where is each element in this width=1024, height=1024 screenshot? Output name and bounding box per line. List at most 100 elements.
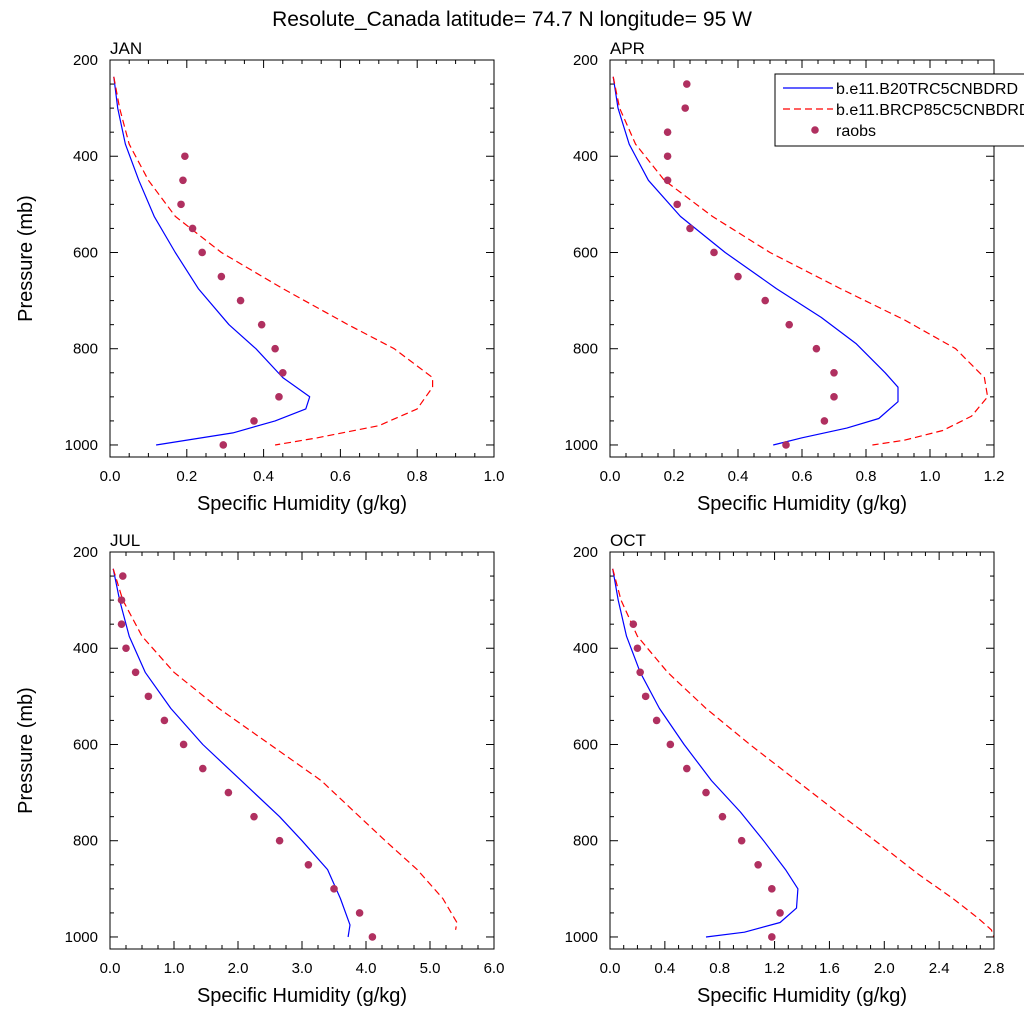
x-tick-label: 1.0 xyxy=(920,468,941,485)
x-tick-label: 0.8 xyxy=(856,468,877,485)
raobs-point xyxy=(768,933,776,941)
legend-label-1: b.e11.BRCP85C5CNBDRD xyxy=(836,102,1024,119)
raobs-point xyxy=(122,644,130,653)
x-tick-label: 1.2 xyxy=(984,468,1005,485)
x-tick-label: 0.0 xyxy=(600,468,621,485)
x-tick-label: 1.0 xyxy=(164,960,185,977)
panel-label-apr: APR xyxy=(610,39,645,58)
y-axis-label: Pressure (mb) xyxy=(15,687,37,814)
raobs-point xyxy=(636,668,644,677)
y-tick-label: 1000 xyxy=(565,437,598,454)
y-tick-label: 600 xyxy=(573,736,598,753)
raobs-point xyxy=(236,296,245,305)
raobs-point xyxy=(754,860,762,869)
raobs-point xyxy=(199,764,207,773)
raobs-point xyxy=(663,152,672,161)
raobs-point xyxy=(702,788,710,797)
raobs-point xyxy=(224,788,233,797)
raobs-point xyxy=(179,176,187,185)
raobs-point xyxy=(683,80,691,88)
y-tick-label: 600 xyxy=(73,736,98,753)
x-axis-label: Specific Humidity (g/kg) xyxy=(197,985,407,1007)
y-tick-label: 600 xyxy=(73,244,98,261)
panels: JAN 0.0 0.2 0.4 0.6 0.8 1.0 200 400 600 800 1000 Spe… xyxy=(15,39,1004,1007)
raobs-point xyxy=(785,320,793,329)
raobs-point xyxy=(250,812,258,821)
raobs-point xyxy=(629,620,638,628)
y-tick-label: 1000 xyxy=(565,929,598,946)
raobs-point xyxy=(250,417,258,425)
raobs-point xyxy=(776,909,784,917)
raobs-point xyxy=(812,344,821,353)
x-tick-label: 0.2 xyxy=(176,468,197,485)
x-tick-label: 0.2 xyxy=(664,468,685,485)
plot-frame xyxy=(109,59,495,458)
panel-label-oct: OCT xyxy=(610,531,646,550)
panel-apr: APR 0.0 0.2 0.4 0.6 0.8 1.0 1.2 200 400 600 800 1000… xyxy=(565,39,1005,515)
rcp-line xyxy=(612,568,994,938)
raobs-point xyxy=(117,596,126,604)
x-tick-label: 1.0 xyxy=(484,468,505,485)
x-tick-label: 0.6 xyxy=(792,468,813,485)
plot-frame xyxy=(609,551,995,950)
raobs-point xyxy=(782,441,790,449)
x-tick-label: 0.6 xyxy=(330,468,351,485)
x-tick-label: 0.0 xyxy=(100,468,121,485)
y-tick-label: 800 xyxy=(573,341,598,358)
raobs-point xyxy=(188,224,197,233)
legend-marker-2 xyxy=(811,126,819,134)
x-tick-label: 0.4 xyxy=(253,468,274,485)
legend-label-2: raobs xyxy=(836,123,876,140)
y-tick-label: 400 xyxy=(73,640,98,657)
panel-label-jan: JAN xyxy=(110,39,142,58)
x-tick-label: 3.0 xyxy=(292,960,313,977)
figure-title: Resolute_Canada latitude= 74.7 N longitu… xyxy=(272,8,752,31)
hist-line xyxy=(112,568,351,938)
x-tick-label: 0.0 xyxy=(100,960,121,977)
y-tick-label: 1000 xyxy=(65,929,98,946)
y-tick-label: 600 xyxy=(573,244,598,261)
raobs-point xyxy=(666,740,675,749)
raobs-point xyxy=(179,740,188,749)
raobs-point xyxy=(131,668,140,677)
raobs-point xyxy=(663,176,672,185)
plot-area xyxy=(113,76,434,449)
raobs-point xyxy=(275,393,283,401)
legend: b.e11.B20TRC5CNBDRD b.e11.BRCP85C5CNBDRD r… xyxy=(774,73,1024,147)
x-tick-label: 1.6 xyxy=(819,960,840,977)
raobs-point xyxy=(683,764,691,773)
raobs-point xyxy=(768,885,776,893)
raobs-point xyxy=(737,836,746,845)
raobs-point xyxy=(652,716,661,725)
raobs-point xyxy=(355,909,364,917)
plot-area xyxy=(612,568,994,941)
rcp-line xyxy=(113,76,434,446)
raobs-point xyxy=(217,272,226,281)
raobs-point xyxy=(761,296,769,305)
plot-frame xyxy=(609,59,995,458)
raobs-point xyxy=(198,248,206,257)
raobs-point xyxy=(718,812,727,821)
raobs-point xyxy=(368,933,377,941)
x-tick-label: 5.0 xyxy=(420,960,441,977)
raobs-point xyxy=(304,860,313,869)
y-tick-label: 1000 xyxy=(65,437,98,454)
x-tick-label: 0.8 xyxy=(407,468,428,485)
legend-label-0: b.e11.B20TRC5CNBDRD xyxy=(836,81,1018,98)
raobs-point xyxy=(160,716,169,725)
raobs-point xyxy=(681,104,689,112)
raobs-point xyxy=(275,836,284,845)
rcp-line xyxy=(112,568,458,930)
panel-label-jul: JUL xyxy=(110,531,140,550)
raobs-point xyxy=(330,885,338,893)
y-tick-label: 200 xyxy=(73,52,98,69)
y-axis-label: Pressure (mb) xyxy=(15,195,37,322)
raobs-point xyxy=(633,644,642,653)
y-tick-label: 400 xyxy=(73,148,98,165)
raobs-point xyxy=(219,441,228,449)
panel-jan: JAN 0.0 0.2 0.4 0.6 0.8 1.0 200 400 600 800 1000 Spe… xyxy=(15,39,504,515)
plot-frame xyxy=(109,551,495,950)
raobs-point xyxy=(830,393,838,401)
raobs-point xyxy=(673,200,681,209)
